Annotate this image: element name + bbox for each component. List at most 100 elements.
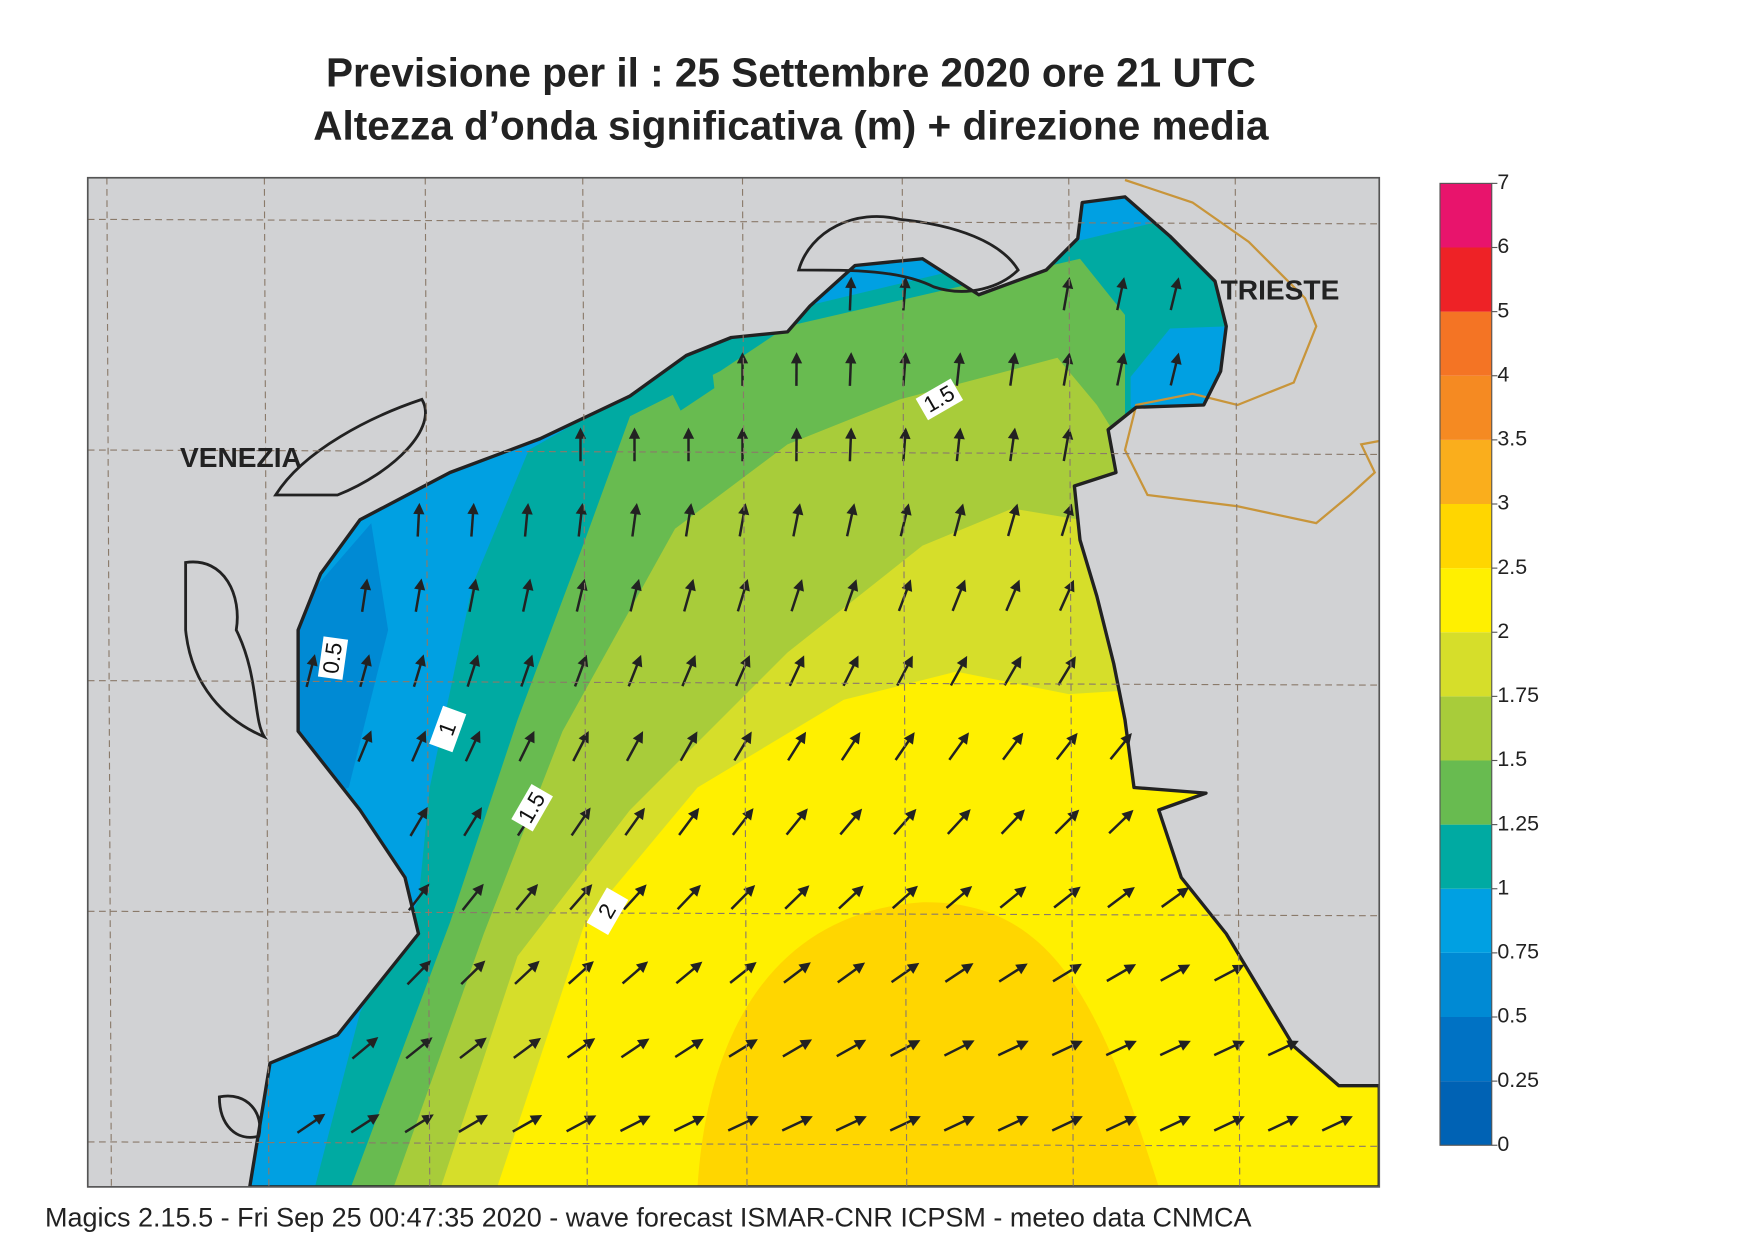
arrow [628,427,641,462]
arrow-head [953,427,965,440]
arrow [1213,1040,1245,1057]
arrow-head [800,1115,813,1127]
arrow-head [851,885,864,898]
arrow [520,654,535,687]
arrow-head [684,578,696,592]
arrow [782,1039,813,1058]
arrow-head [635,961,649,973]
arrow [781,1115,813,1132]
arrow [681,655,697,687]
arrow [463,807,482,837]
arrow-head [1116,352,1128,365]
arrow [792,503,804,537]
arrow [413,502,425,537]
arrow-head [1062,277,1074,290]
arrow-head [796,808,808,821]
arrow-head [631,654,643,668]
arrow [999,886,1027,909]
arrow-head [903,732,915,745]
arrow-head [740,655,751,668]
arrow-head [574,427,587,439]
arrow [619,1115,651,1133]
arrow-head [1010,656,1022,669]
arrow [468,578,480,612]
arrow-head [686,731,698,744]
arrow-head [953,352,965,365]
arrow-head [799,1039,813,1050]
colorbar-band [1440,888,1492,953]
arrow [1267,1115,1299,1132]
arrow [845,503,858,537]
arrow [459,1037,487,1060]
direction-arrows [296,276,1353,1134]
arrow [567,961,594,985]
arrow-head [899,352,911,364]
arrow [1055,732,1078,761]
arrow-head [413,502,425,515]
arrow-head [736,352,749,364]
arrow [1160,887,1190,908]
arrow-head [957,732,969,745]
colorbar-label: 1.75 [1497,683,1539,707]
arrow [409,806,428,837]
arrow [785,808,808,836]
arrow [943,1040,975,1057]
arrow-head [420,1037,433,1049]
arrow-head [473,960,486,973]
arrow [889,1115,921,1132]
arrow [458,1114,489,1133]
arrow [838,885,864,910]
arrow-head [467,502,479,515]
arrow [467,502,479,537]
arrow-head [792,503,804,516]
arrow [513,1037,542,1059]
arrow [1213,1115,1245,1132]
arrow-head [847,579,859,592]
arrow [351,1036,379,1060]
arrow-head [522,578,534,591]
arrow [679,731,698,762]
arrow-head [629,503,641,515]
arrow [844,579,859,612]
arrow-head [793,579,804,592]
arrow [629,503,641,537]
arrow [945,886,973,909]
arrow-head [744,961,757,974]
arrow [783,962,811,984]
contour-label: 1 [429,705,467,753]
map: VENEZIA TRIESTE 0.511.521.5 [87,177,1380,1187]
arrow-head [1070,1115,1083,1127]
arrow [404,1114,434,1134]
arrow [839,808,863,836]
colorbar-label: 0.5 [1497,1004,1527,1028]
arrow [953,503,966,537]
arrow [951,579,967,612]
colorbar-label: 0.25 [1497,1068,1539,1092]
arrow [997,1040,1029,1057]
graticule [87,177,1380,1187]
arrow-head [742,808,754,821]
arrow-head [1124,1040,1137,1051]
arrow-head [1063,503,1074,517]
colorbar-band [1440,760,1492,825]
contour-label-box [511,784,553,832]
grid-line [87,218,1380,225]
arrow [1160,964,1191,982]
arrow [1116,277,1128,311]
arrow [1116,352,1128,386]
arrow-head [689,884,701,897]
arrow [998,963,1028,983]
colorbar-band [1440,439,1492,504]
arrow [629,578,642,612]
arrow-head [955,579,967,593]
arrow-head [524,730,535,744]
colorbar-frame [1439,182,1493,1146]
arrow [296,1113,326,1134]
title-line-1: Previsione per il : 25 Settembre 2020 or… [326,50,1256,96]
arrow [572,730,589,762]
arrow [460,960,486,986]
arrow-head [741,731,752,745]
arrow [1159,1040,1191,1057]
arrow-head [1009,579,1021,593]
arrow-head [366,1036,379,1049]
